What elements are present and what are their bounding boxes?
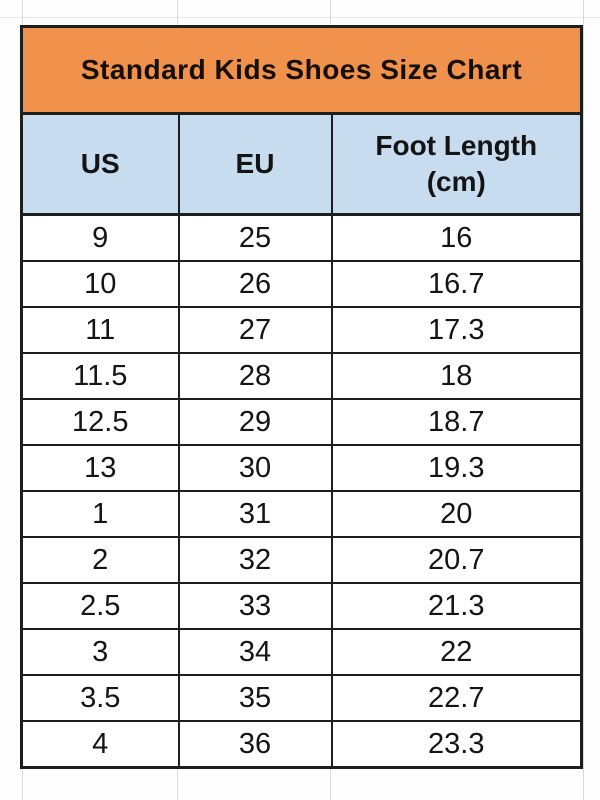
header-foot-length-line2: (cm)	[426, 166, 486, 197]
cell-foot-length: 18.7	[330, 398, 583, 446]
cell-foot-length: 20.7	[330, 536, 583, 584]
cell-foot-length: 22.7	[330, 674, 583, 722]
cell-eu: 29	[177, 398, 333, 446]
cell-foot-length: 23.3	[330, 720, 583, 769]
table-row: 11 27 17.3	[20, 306, 583, 354]
cell-us: 11.5	[20, 352, 180, 400]
table-row: 12.5 29 18.7	[20, 398, 583, 446]
cell-us: 13	[20, 444, 180, 492]
cell-eu: 28	[177, 352, 333, 400]
cell-us: 2	[20, 536, 180, 584]
cell-foot-length: 16.7	[330, 260, 583, 308]
cell-us: 2.5	[20, 582, 180, 630]
spreadsheet-gridline-vertical	[583, 0, 584, 800]
table-row: 3 34 22	[20, 628, 583, 676]
cell-us: 12.5	[20, 398, 180, 446]
cell-us: 11	[20, 306, 180, 354]
spreadsheet-gridline-horizontal	[0, 17, 600, 18]
table-row: 10 26 16.7	[20, 260, 583, 308]
table-row: 2.5 33 21.3	[20, 582, 583, 630]
cell-us: 9	[20, 213, 180, 262]
header-cell-us: US	[20, 112, 180, 216]
cell-us: 3.5	[20, 674, 180, 722]
cell-foot-length: 19.3	[330, 444, 583, 492]
table-row: 11.5 28 18	[20, 352, 583, 400]
cell-us: 1	[20, 490, 180, 538]
size-chart-table: Standard Kids Shoes Size Chart US EU Foo…	[20, 25, 583, 769]
cell-foot-length: 18	[330, 352, 583, 400]
table-row: 3.5 35 22.7	[20, 674, 583, 722]
header-cell-foot-length: Foot Length (cm)	[330, 112, 583, 216]
table-row: 13 30 19.3	[20, 444, 583, 492]
table-row: 4 36 23.3	[20, 720, 583, 769]
header-row: US EU Foot Length (cm)	[20, 112, 583, 216]
cell-us: 10	[20, 260, 180, 308]
cell-foot-length: 17.3	[330, 306, 583, 354]
cell-foot-length: 20	[330, 490, 583, 538]
cell-eu: 35	[177, 674, 333, 722]
cell-eu: 26	[177, 260, 333, 308]
cell-us: 4	[20, 720, 180, 769]
cell-foot-length: 16	[330, 213, 583, 262]
header-foot-length-line1: Foot Length	[375, 129, 538, 161]
cell-eu: 30	[177, 444, 333, 492]
cell-foot-length: 21.3	[330, 582, 583, 630]
cell-eu: 31	[177, 490, 333, 538]
cell-eu: 32	[177, 536, 333, 584]
chart-title: Standard Kids Shoes Size Chart	[20, 25, 583, 115]
cell-eu: 25	[177, 213, 333, 262]
table-row: 2 32 20.7	[20, 536, 583, 584]
title-row: Standard Kids Shoes Size Chart	[20, 25, 583, 115]
cell-eu: 34	[177, 628, 333, 676]
cell-eu: 36	[177, 720, 333, 769]
cell-foot-length: 22	[330, 628, 583, 676]
cell-us: 3	[20, 628, 180, 676]
table-row: 1 31 20	[20, 490, 583, 538]
table-row: 9 25 16	[20, 213, 583, 262]
header-cell-eu: EU	[177, 112, 333, 216]
cell-eu: 27	[177, 306, 333, 354]
cell-eu: 33	[177, 582, 333, 630]
